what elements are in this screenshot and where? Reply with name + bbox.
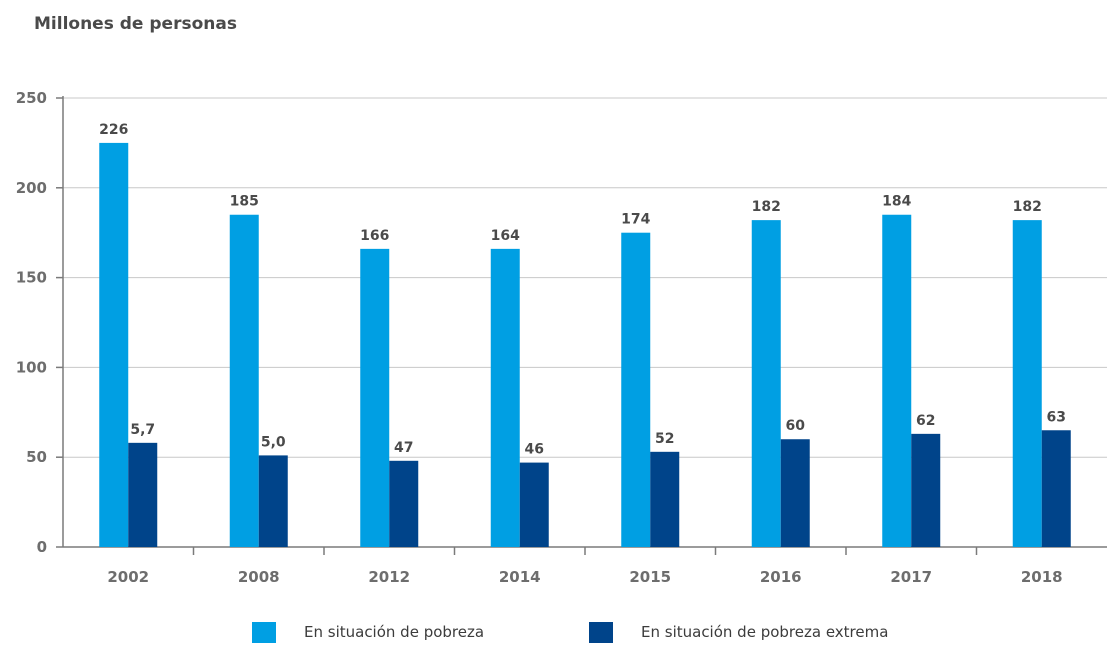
y-tick-label-50: 50	[26, 448, 47, 466]
bar-pobreza-extrema-2002	[128, 442, 158, 547]
data-label-pobreza-extrema-2014: 46	[525, 442, 544, 458]
y-tick-label-150: 150	[16, 269, 47, 287]
legend-item-pobreza: En situación de pobreza	[252, 621, 484, 643]
y-tick-label-250: 250	[16, 89, 47, 107]
bar-pobreza-2016	[751, 220, 781, 548]
data-label-pobreza-extrema-2017: 62	[916, 413, 935, 429]
data-label-pobreza-extrema-2012: 47	[394, 440, 413, 456]
x-tick-label-2008: 2008	[238, 568, 280, 586]
bar-pobreza-extrema-2008	[258, 455, 288, 547]
chart-title: Millones de personas	[34, 14, 237, 34]
data-label-pobreza-2002: 226	[99, 122, 128, 138]
legend-label-pobreza: En situación de pobreza	[304, 623, 485, 641]
bar-pobreza-extrema-2018	[1041, 430, 1071, 547]
bar-pobreza-extrema-2012	[389, 460, 419, 547]
x-tick-label-2012: 2012	[368, 568, 410, 586]
bar-pobreza-2018	[1012, 220, 1042, 548]
data-label-pobreza-2014: 164	[491, 228, 520, 244]
y-tick-label-200: 200	[16, 179, 47, 197]
x-tick-label-2018: 2018	[1021, 568, 1063, 586]
bar-pobreza-2017	[882, 214, 912, 548]
bar-pobreza-2014	[490, 248, 520, 547]
y-tick-label-0: 0	[37, 538, 47, 556]
bar-pobreza-2015	[621, 232, 651, 547]
bar-pobreza-extrema-2016	[780, 439, 810, 547]
legend-swatch-pobreza-extrema	[589, 621, 613, 643]
x-tick-label-2016: 2016	[760, 568, 802, 586]
x-tick-label-2014: 2014	[499, 568, 541, 586]
data-label-pobreza-2012: 166	[360, 228, 389, 244]
x-tick-label-2015: 2015	[629, 568, 671, 586]
data-label-pobreza-2018: 182	[1013, 199, 1042, 215]
legend-label-pobreza-extrema: En situación de pobreza extrema	[641, 623, 889, 641]
data-label-pobreza-extrema-2015: 52	[655, 431, 674, 447]
data-label-pobreza-extrema-2016: 60	[786, 418, 806, 434]
legend-swatch-pobreza	[252, 621, 276, 643]
x-tick-label-2017: 2017	[890, 568, 932, 586]
y-tick-label-100: 100	[16, 358, 47, 376]
x-tick-label-2002: 2002	[107, 568, 149, 586]
data-label-pobreza-extrema-2002: 5,7	[130, 422, 155, 438]
data-label-pobreza-extrema-2008: 5,0	[261, 434, 286, 450]
bar-pobreza-2012	[360, 248, 390, 547]
legend-item-pobreza-extrema: En situación de pobreza extrema	[589, 621, 888, 643]
bar-pobreza-2008	[229, 214, 259, 548]
bar-pobreza-extrema-2015	[650, 451, 680, 547]
bar-pobreza-extrema-2014	[519, 462, 549, 547]
data-label-pobreza-2016: 182	[752, 199, 781, 215]
data-label-pobreza-2015: 174	[621, 212, 650, 228]
data-label-pobreza-extrema-2018: 63	[1047, 409, 1066, 425]
data-label-pobreza-2017: 184	[882, 194, 911, 210]
bar-pobreza-2002	[99, 142, 129, 547]
bar-pobreza-extrema-2017	[911, 433, 941, 547]
data-label-pobreza-2008: 185	[230, 194, 259, 210]
